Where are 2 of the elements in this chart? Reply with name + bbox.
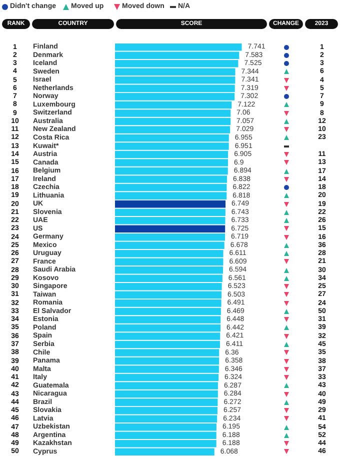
bar: [115, 200, 226, 208]
bar: [115, 225, 226, 232]
